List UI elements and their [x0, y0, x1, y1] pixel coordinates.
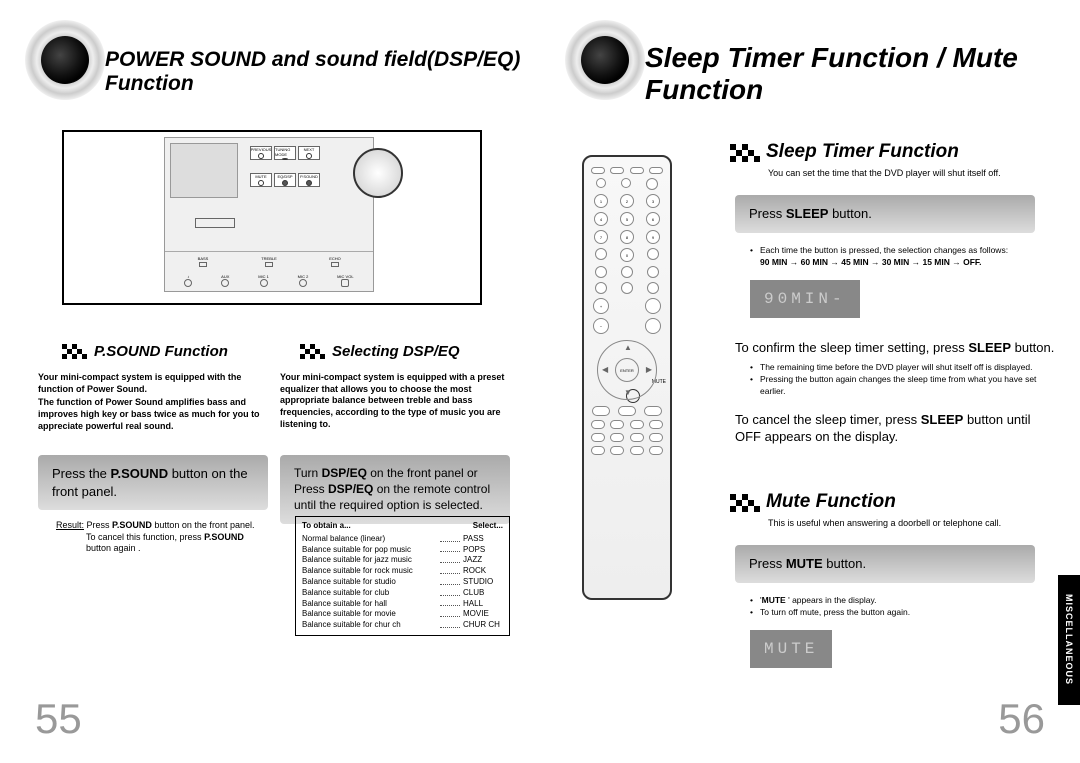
- psound-title: P.SOUND Function: [94, 343, 228, 360]
- eq-table-row: Balance suitable for hallHALL: [302, 599, 503, 610]
- checker-icon: [730, 490, 760, 514]
- page-title-left: POWER SOUND and sound field(DSP/EQ) Func…: [105, 48, 540, 96]
- dspeq-table: To obtain a...Select... Normal balance (…: [295, 516, 510, 636]
- page-number-right: 56: [998, 695, 1045, 743]
- eq-table-row: Balance suitable for chur chCHUR CH: [302, 620, 503, 631]
- sleep-bullets: Each time the button is pressed, the sel…: [750, 245, 1050, 269]
- side-tab: MISCELLANEOUS: [1058, 575, 1080, 705]
- speaker-icon: [565, 20, 645, 100]
- page-title-right: Sleep Timer Function / Mute Function: [645, 42, 1080, 106]
- sleep-cancel: To cancel the sleep timer, press SLEEP b…: [735, 412, 1055, 446]
- sleep-confirm: To confirm the sleep timer setting, pres…: [735, 340, 1055, 355]
- eq-table-row: Balance suitable for studioSTUDIO: [302, 577, 503, 588]
- sleep-title: Sleep Timer Function: [766, 141, 959, 163]
- psound-section-header: P.SOUND Function: [62, 340, 228, 362]
- eq-table-row: Balance suitable for pop musicPOPS: [302, 545, 503, 556]
- psound-instruction-box: Press the P.SOUND button on the front pa…: [38, 455, 268, 510]
- page-number-left: 55: [35, 695, 82, 743]
- mute-lcd: MUTE: [750, 630, 832, 668]
- sleep-section-header: Sleep Timer Function: [730, 140, 959, 164]
- page-left: POWER SOUND and sound field(DSP/EQ) Func…: [0, 0, 540, 763]
- sleep-lcd: 90MIN-: [750, 280, 860, 318]
- sleep-instruction-box: Press SLEEP button.: [735, 195, 1035, 233]
- eq-table-row: Normal balance (linear)PASS: [302, 534, 503, 545]
- mute-title: Mute Function: [766, 491, 896, 513]
- device-panel-illustration: PREVIOUS TUNING MODE NEXT MUTE EQ/DSP P.…: [62, 130, 482, 305]
- eq-table-row: Balance suitable for movieMOVIE: [302, 609, 503, 620]
- eq-table-row: Balance suitable for clubCLUB: [302, 588, 503, 599]
- checker-icon: [730, 140, 760, 164]
- dspeq-intro: Your mini-compact system is equipped wit…: [280, 372, 510, 430]
- mute-section-header: Mute Function: [730, 490, 896, 514]
- speaker-icon: [25, 20, 105, 100]
- mute-instruction-box: Press MUTE button.: [735, 545, 1035, 583]
- eq-table-row: Balance suitable for rock musicROCK: [302, 566, 503, 577]
- page-right: Sleep Timer Function / Mute Function 123…: [540, 0, 1080, 763]
- checker-icon: [300, 340, 326, 362]
- mute-bullets: 'MUTE ' appears in the display. To turn …: [750, 595, 1050, 619]
- checker-icon: [62, 340, 88, 362]
- psound-result: Result: Press P.SOUND button on the fron…: [56, 520, 266, 555]
- dspeq-instruction-box: Turn DSP/EQ on the front panel or Press …: [280, 455, 510, 524]
- dspeq-section-header: Selecting DSP/EQ: [300, 340, 460, 362]
- psound-intro: Your mini-compact system is equipped wit…: [38, 372, 268, 432]
- eq-table-row: Balance suitable for jazz musicJAZZ: [302, 555, 503, 566]
- sleep-confirm-bullets: The remaining time before the DVD player…: [750, 362, 1050, 398]
- dspeq-title: Selecting DSP/EQ: [332, 343, 460, 360]
- mute-subtitle: This is useful when answering a doorbell…: [768, 518, 1001, 530]
- remote-illustration: 123 456 789 0 + − MUTE ENTER ▲ ▼ ◀ ▶: [582, 155, 672, 600]
- sleep-subtitle: You can set the time that the DVD player…: [768, 168, 1001, 180]
